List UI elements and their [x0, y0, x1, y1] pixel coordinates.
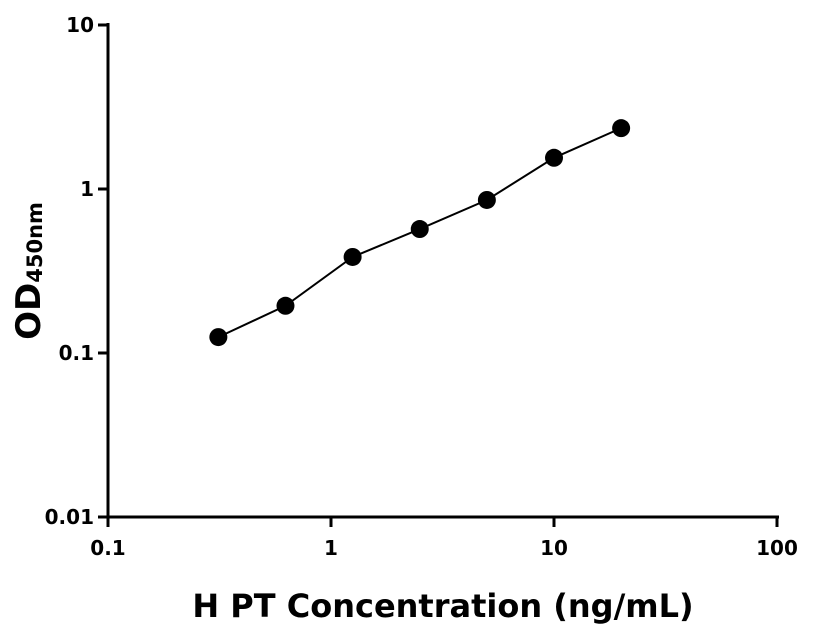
y-axis-label-subscript: 450nm — [23, 202, 47, 283]
x-axis-label: H PT Concentration (ng/mL) — [192, 587, 693, 625]
data-point — [477, 190, 496, 209]
y-axis-label: OD450nm — [9, 202, 49, 340]
y-tick-label: 1 — [80, 177, 94, 201]
x-tick-label: 1 — [324, 536, 338, 560]
data-point — [612, 119, 631, 138]
data-point — [276, 296, 295, 315]
y-tick-label: 10 — [66, 13, 94, 37]
data-point — [343, 247, 362, 266]
x-tick-label: 10 — [540, 536, 568, 560]
x-tick-label: 0.1 — [90, 536, 125, 560]
data-point — [410, 220, 429, 239]
y-axis-label-main: OD — [9, 283, 49, 340]
y-tick-label: 0.01 — [45, 505, 94, 529]
x-tick-label: 100 — [756, 536, 798, 560]
y-tick-label: 0.1 — [59, 341, 94, 365]
data-point — [209, 328, 228, 347]
data-point — [545, 148, 563, 167]
